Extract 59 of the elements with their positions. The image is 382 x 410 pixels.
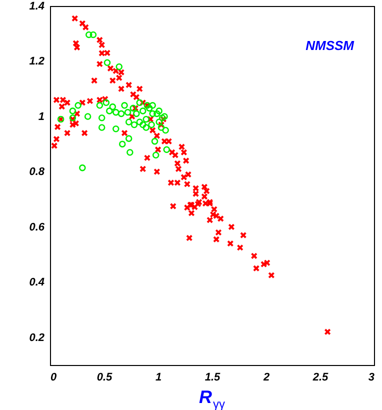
point: [74, 102, 82, 109]
x-tick-label: 0: [50, 372, 58, 384]
y-tick-label: 1: [38, 110, 44, 123]
point: [98, 124, 106, 131]
point: [90, 31, 97, 38]
point: [112, 126, 120, 132]
point: [142, 124, 150, 131]
y-tick-label: 0.2: [29, 332, 44, 344]
point: [133, 110, 140, 118]
point: [96, 102, 104, 109]
point: [152, 152, 160, 159]
x-tick-label: 0.5: [96, 372, 114, 384]
y-tick-label: 1.2: [29, 56, 44, 68]
point: [104, 59, 111, 66]
point: [130, 121, 138, 128]
point: [148, 121, 155, 128]
point: [154, 110, 160, 118]
x-tick-label: 2: [262, 372, 270, 384]
point: [149, 110, 156, 118]
annotation: NMSSM: [306, 38, 356, 53]
y-tick-label: 0.6: [29, 221, 46, 234]
x-tick-label: 2.5: [312, 372, 330, 384]
point: [116, 63, 123, 70]
point: [139, 121, 146, 128]
point: [121, 102, 128, 109]
point: [161, 113, 168, 120]
point: [106, 108, 113, 114]
point: [136, 118, 144, 126]
point: [162, 126, 169, 134]
point: [125, 135, 132, 142]
point: [98, 114, 106, 122]
point: [146, 104, 153, 112]
point: [142, 116, 150, 123]
point: [84, 113, 92, 120]
x-tick-label: 3: [368, 372, 374, 384]
point: [79, 164, 86, 172]
point: [102, 99, 110, 106]
point: [139, 108, 146, 114]
point: [85, 31, 92, 38]
point: [124, 108, 132, 116]
point: [109, 103, 116, 110]
y-tick-label: 0.8: [29, 166, 46, 178]
point: [158, 124, 165, 131]
point: [149, 102, 156, 109]
point: [112, 108, 120, 116]
point: [163, 146, 170, 153]
y-tick-label: 0.4: [29, 276, 44, 289]
point: [118, 110, 125, 118]
point: [151, 138, 158, 145]
point: [69, 108, 76, 114]
point: [126, 148, 134, 156]
y-tick-label: 1.4: [29, 0, 44, 12]
x-tick-label: 1.5: [204, 372, 222, 384]
point: [156, 118, 162, 126]
point: [156, 108, 162, 114]
x-tick-label: 1: [155, 372, 162, 384]
point: [118, 140, 126, 148]
point: [136, 99, 144, 106]
point: [125, 118, 132, 126]
